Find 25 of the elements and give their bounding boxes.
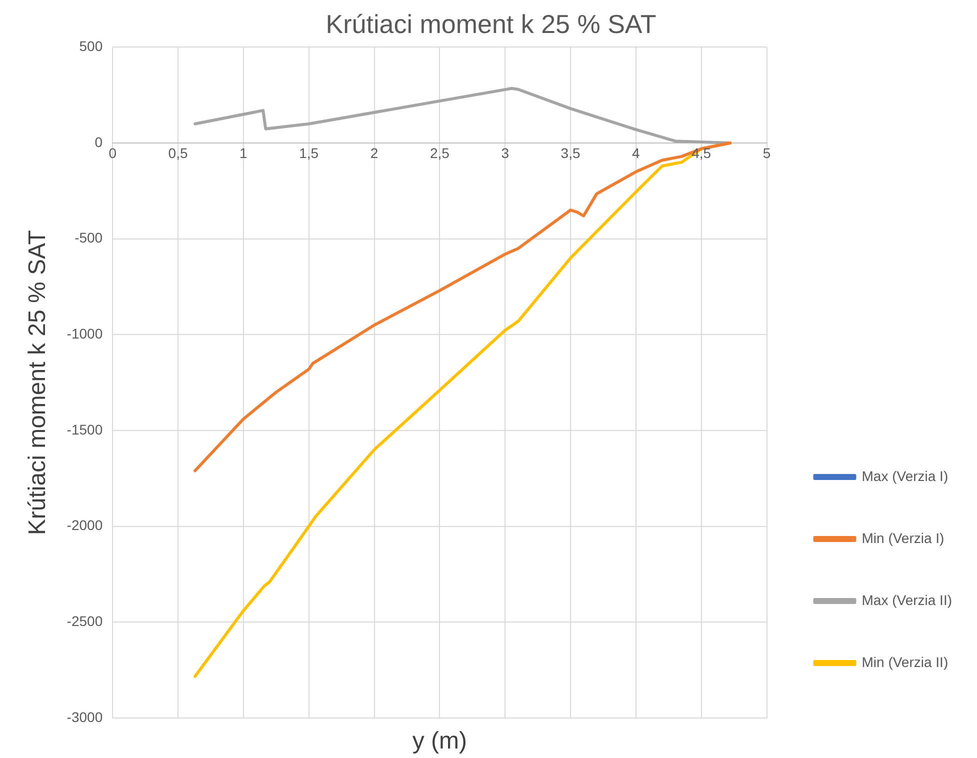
x-tick-label: 4: [632, 144, 640, 161]
x-tick-label: 3,5: [560, 144, 580, 161]
y-tick-label: -2500: [66, 613, 103, 630]
chart-title: Krútiaci moment k 25 % SAT: [326, 8, 656, 39]
x-axis-title: y (m): [412, 728, 468, 755]
x-tick-label: 3: [501, 144, 510, 161]
y-tick-label: -500: [74, 230, 103, 246]
x-tick-label: 5: [762, 144, 771, 161]
x-tick-label: 2: [370, 144, 378, 161]
y-tick-label: -2000: [66, 517, 103, 534]
legend-label: Min (Verzia II): [862, 654, 948, 670]
y-tick-label: -3000: [66, 708, 103, 725]
y-tick-label: 0: [94, 134, 103, 150]
y-axis-title: Krútiaci moment k 25 % SAT: [24, 230, 52, 536]
legend-label: Min (Verzia I): [862, 530, 944, 546]
y-tick-label: 500: [79, 38, 103, 54]
y-tick-label: -1000: [66, 326, 103, 342]
x-tick-label: 0,5: [168, 144, 188, 161]
x-tick-label: 1: [240, 144, 248, 161]
x-tick-label: 2,5: [430, 144, 450, 161]
legend-label: Max (Verzia II): [862, 592, 952, 608]
x-tick-label: 0: [108, 144, 117, 161]
x-tick-label: 1,5: [299, 144, 319, 161]
legend-label: Max (Verzia I): [862, 468, 948, 484]
y-tick-label: -1500: [66, 421, 103, 438]
